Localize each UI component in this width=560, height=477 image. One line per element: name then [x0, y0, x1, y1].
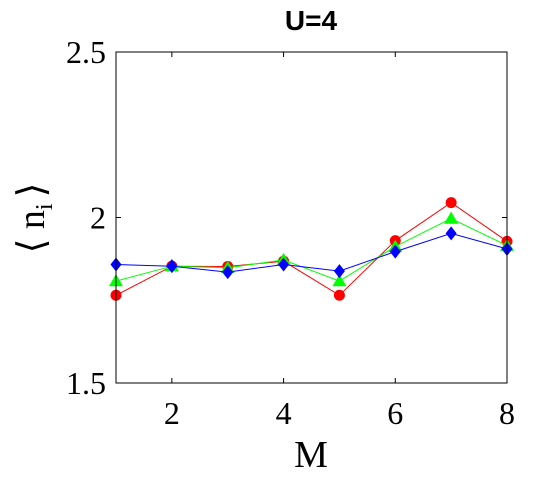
series-3-point-5 [333, 264, 345, 279]
series-3-point-7 [445, 226, 457, 241]
x-tick-label-6: 6 [387, 395, 403, 431]
y-tick-label-2.5: 2.5 [66, 34, 106, 70]
y-axis-label-subscript: i [32, 203, 58, 210]
svg-text:⟨ ni⟩: ⟨ ni ⟩ [11, 183, 58, 254]
x-tick-label-2: 2 [164, 395, 180, 431]
series-3-point-2 [166, 259, 178, 274]
series-1-point-5 [333, 289, 345, 301]
series-1-point-7 [445, 197, 457, 209]
series-2-point-7 [444, 211, 459, 224]
series-2-line [115, 217, 508, 282]
series-2-point-5 [332, 274, 347, 287]
x-axis-label: M [294, 434, 328, 476]
y-axis-label: ⟨ ni ⟩ [11, 183, 58, 254]
x-tick-label-4: 4 [276, 395, 292, 431]
y-axis-label-close: ⟩ [11, 183, 53, 198]
chart-title: U=4 [285, 5, 338, 36]
y-tick-label-2: 2 [90, 200, 106, 236]
series-3-point-3 [222, 265, 234, 280]
series-3-line [115, 232, 508, 273]
y-axis-label-main: ⟨ n [11, 210, 53, 253]
series-3-point-6 [389, 244, 401, 259]
x-tick-label-8: 8 [499, 395, 515, 431]
y-tick-label-1.5: 1.5 [66, 365, 106, 401]
plot-area [109, 197, 514, 301]
series-3-point-4 [278, 257, 290, 272]
axes: 2 4 6 8 1.5 2 2.5 [66, 34, 515, 431]
